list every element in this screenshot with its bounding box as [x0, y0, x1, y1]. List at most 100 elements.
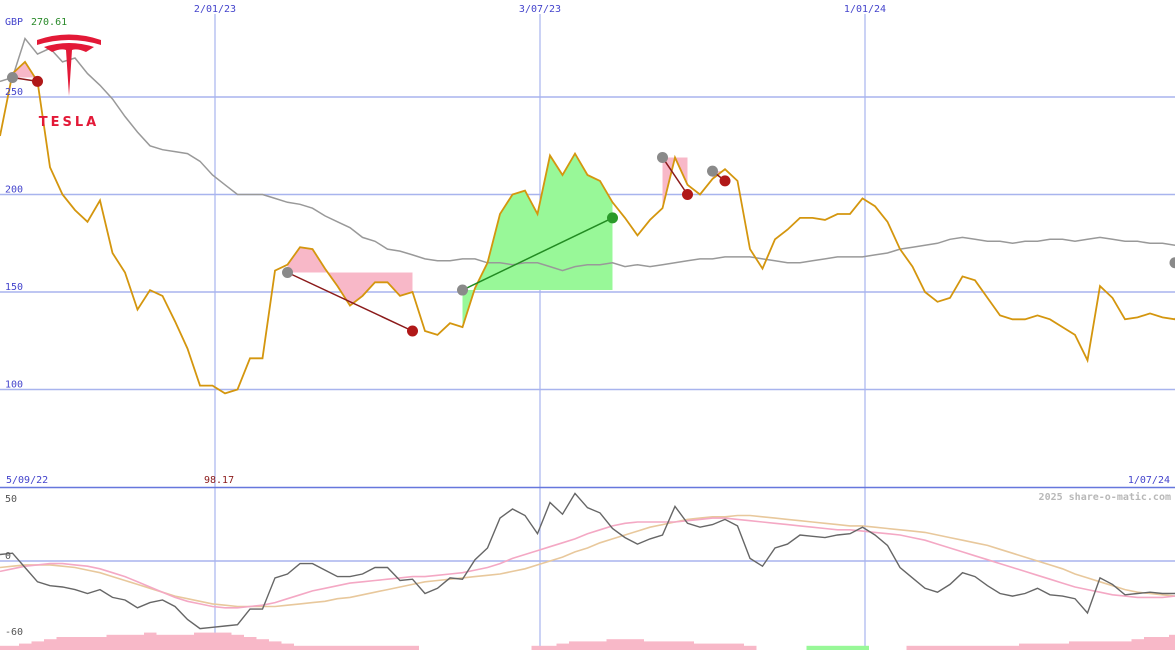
- histogram-bar: [619, 639, 632, 650]
- currency-label: GBP: [5, 17, 23, 28]
- histogram-bar: [744, 645, 757, 650]
- trade-entry-marker: [7, 72, 18, 83]
- histogram-bar: [406, 645, 419, 650]
- histogram-bar: [56, 637, 69, 650]
- trade-entry-marker: [657, 151, 668, 163]
- histogram-bar: [294, 645, 307, 650]
- last-price-label: 270.61: [31, 17, 67, 28]
- trade-line-2: [462, 217, 613, 291]
- histogram-bar: [206, 632, 219, 650]
- histogram-bar: [69, 637, 82, 650]
- histogram-bar: [344, 645, 357, 650]
- histogram-bar: [269, 641, 282, 650]
- trade-region-1: [287, 247, 413, 306]
- histogram-bar: [631, 639, 644, 650]
- osc-tick-0: 0: [5, 551, 11, 562]
- histogram-bar: [1044, 643, 1057, 650]
- price-line: [0, 60, 1175, 395]
- histogram-bar: [356, 645, 369, 650]
- histogram-bar: [919, 645, 932, 650]
- trade-line-1: [287, 271, 413, 332]
- histogram-bar: [256, 639, 269, 650]
- trend-line: [0, 36, 1175, 272]
- histogram-bar: [544, 645, 557, 650]
- histogram-bar: [6, 645, 19, 650]
- histogram-bar: [844, 645, 857, 650]
- histogram-bar: [706, 643, 719, 650]
- histogram-bar: [44, 639, 57, 650]
- histogram-bar: [1119, 641, 1132, 650]
- trade-exit-marker: [719, 175, 731, 187]
- trade-exit-marker: [607, 212, 618, 224]
- histogram-bar: [719, 643, 732, 650]
- histogram-bar: [556, 643, 569, 650]
- histogram-bar: [1031, 643, 1044, 650]
- trade-entry-marker: [457, 284, 468, 296]
- histogram-bar: [906, 645, 919, 650]
- histogram-bar: [594, 641, 607, 650]
- histogram-bar: [931, 645, 944, 650]
- price-tick-250: 250: [5, 87, 23, 98]
- histogram-bar: [1069, 641, 1082, 650]
- histogram-bar: [81, 637, 94, 650]
- histogram-bar: [1056, 643, 1069, 650]
- trade-region-2: [462, 153, 613, 328]
- start-date-label: 5/09/22: [6, 475, 48, 486]
- histogram-bar: [669, 641, 682, 650]
- trade-exit-marker: [32, 75, 43, 87]
- histogram-bar: [1094, 641, 1107, 650]
- histogram-bar: [131, 634, 144, 650]
- histogram-bar: [944, 645, 957, 650]
- histogram-bar: [1169, 634, 1175, 650]
- histogram-bar: [1019, 643, 1032, 650]
- osc-tick-50: 50: [5, 494, 17, 505]
- trade-entry-marker: [707, 165, 718, 177]
- histogram-bar: [531, 645, 544, 650]
- watermark: 2025 share-o-matic.com: [1039, 491, 1171, 503]
- grid-layer: [0, 14, 1175, 650]
- histogram-bar: [94, 637, 107, 650]
- histogram-bar: [569, 641, 582, 650]
- histogram-bar: [306, 645, 319, 650]
- histogram-bar: [656, 641, 669, 650]
- end-date-label: 1/07/24: [1128, 475, 1170, 486]
- histogram-bar: [331, 645, 344, 650]
- histogram-bar: [244, 637, 257, 650]
- histogram-bar: [694, 643, 707, 650]
- date-tick-2: 1/01/24: [844, 4, 886, 15]
- histogram-bar: [0, 645, 7, 650]
- histogram-bar: [969, 645, 982, 650]
- histogram-bar: [1106, 641, 1119, 650]
- histogram-bar: [169, 634, 182, 650]
- osc-tick--60: -60: [5, 627, 23, 638]
- logo-bar: [37, 34, 101, 45]
- series-layer: [0, 36, 1175, 630]
- histogram-bar: [1081, 641, 1094, 650]
- histogram-bar: [381, 645, 394, 650]
- histogram-bar: [144, 632, 157, 650]
- histogram-bar: [106, 634, 119, 650]
- histogram-bar: [956, 645, 969, 650]
- histogram-bar: [1006, 645, 1019, 650]
- min-price-label: 98.17: [204, 475, 234, 486]
- histogram-bar: [181, 634, 194, 650]
- osc-line: [0, 492, 1175, 630]
- histogram-bar: [194, 632, 207, 650]
- tick-label-layer: 100 150 200 250 2/01/23 3/07/23 1/01/24 -60 0 50: [5, 4, 886, 638]
- date-tick-0: 2/01/23: [194, 4, 236, 15]
- histogram-bar: [319, 645, 332, 650]
- histogram-bar: [219, 632, 232, 650]
- histogram-bar: [681, 641, 694, 650]
- histogram-bar: [156, 634, 169, 650]
- trade-entry-marker: [282, 267, 293, 278]
- trade-exit-marker: [682, 189, 693, 200]
- histogram-bar: [31, 641, 44, 650]
- osc-slow-line: [0, 514, 1175, 608]
- histogram-bar: [281, 643, 294, 650]
- histogram-bar: [819, 645, 832, 650]
- histogram-bar: [581, 641, 594, 650]
- histogram-bar: [994, 645, 1007, 650]
- marker-layer: [7, 72, 1175, 337]
- tesla-logo: TESLA: [37, 34, 101, 130]
